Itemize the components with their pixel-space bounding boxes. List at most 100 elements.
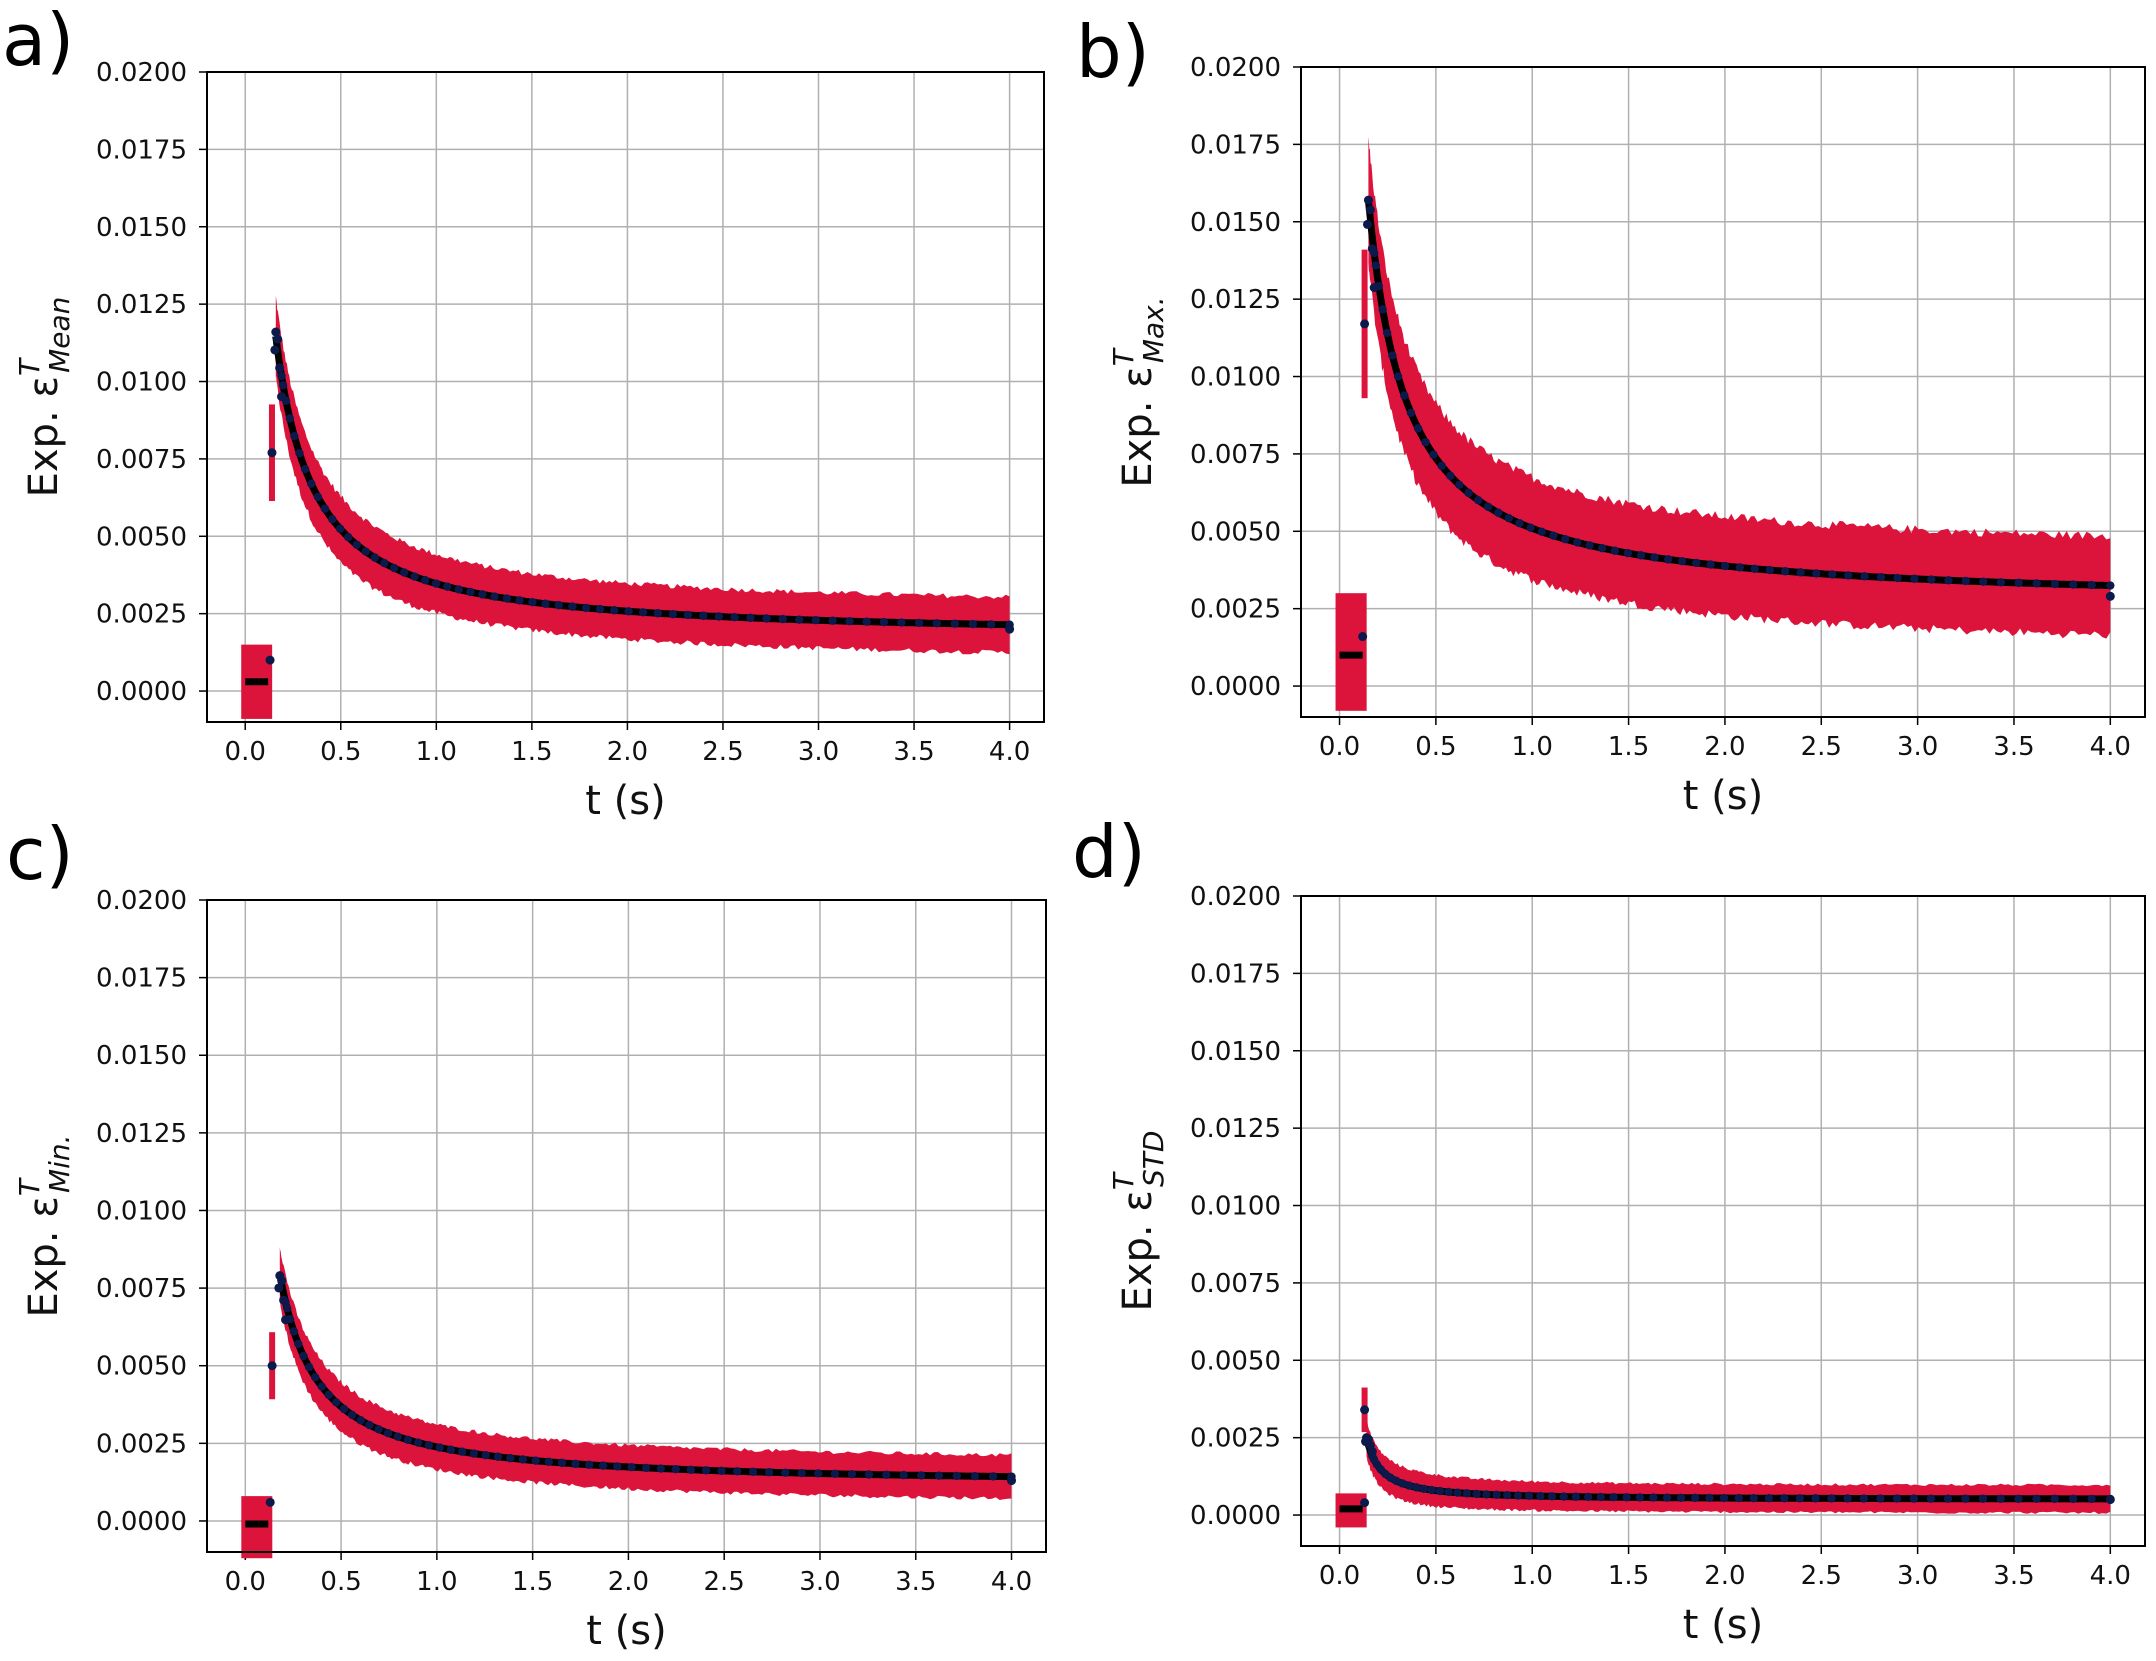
y-tick-label: 0.0025 bbox=[96, 600, 187, 630]
data-point bbox=[1559, 1492, 1568, 1501]
data-point bbox=[393, 1432, 403, 1441]
data-point bbox=[294, 1339, 303, 1349]
data-point-end bbox=[2105, 1495, 2115, 1505]
data-point bbox=[714, 612, 724, 621]
chart-panel-1: 0.0 0.5 1.0 1.5 2.0 2.5 3.0 3.5 4.0 0.0000 0.0025 0… bbox=[13, 58, 1045, 824]
x-tick-label: 0.5 bbox=[1415, 1561, 1456, 1591]
data-point bbox=[299, 1351, 308, 1361]
y-tick-label: 0.0200 bbox=[1190, 53, 1281, 83]
data-point bbox=[304, 1362, 314, 1372]
data-point bbox=[1383, 328, 1392, 338]
y-tick-label: 0.0150 bbox=[96, 1041, 187, 1071]
data-point-end bbox=[1005, 624, 1015, 634]
data-point bbox=[1583, 1492, 1593, 1502]
y-axis-label: Exp. εTMean bbox=[13, 297, 76, 498]
data-point bbox=[2014, 1494, 2023, 1503]
data-point bbox=[267, 1361, 277, 1371]
x-tick-label: 0.0 bbox=[225, 737, 266, 767]
data-point bbox=[1547, 1492, 1557, 1501]
x-tick-label: 2.0 bbox=[1704, 732, 1745, 762]
data-point bbox=[300, 464, 310, 474]
data-point bbox=[1662, 1493, 1672, 1502]
error-band-decay bbox=[1368, 136, 2111, 639]
x-tick-label: 1.5 bbox=[1608, 1561, 1649, 1591]
data-point bbox=[897, 618, 906, 627]
data-point bbox=[1876, 1494, 1885, 1503]
data-point bbox=[2068, 1494, 2078, 1504]
data-point bbox=[1371, 261, 1381, 270]
data-point bbox=[356, 1416, 365, 1425]
data-point bbox=[1537, 527, 1547, 537]
data-point bbox=[324, 1390, 333, 1400]
y-tick-label: 0.0125 bbox=[1190, 285, 1281, 315]
x-tick-label: 3.0 bbox=[1897, 1561, 1938, 1591]
data-point bbox=[1360, 319, 1370, 329]
data-point bbox=[1472, 1489, 1481, 1499]
data-point bbox=[762, 614, 771, 623]
x-tick-label: 0.5 bbox=[1415, 732, 1456, 762]
data-point bbox=[1446, 471, 1455, 481]
data-point bbox=[273, 334, 283, 344]
data-point bbox=[389, 563, 399, 573]
data-point bbox=[950, 619, 959, 628]
data-point bbox=[914, 618, 924, 628]
data-point bbox=[1979, 577, 1988, 586]
axes-frame bbox=[206, 71, 1045, 723]
data-point bbox=[2087, 580, 2096, 590]
data-point bbox=[1374, 281, 1384, 291]
data-point bbox=[282, 1304, 292, 1313]
data-point bbox=[638, 608, 648, 617]
data-point bbox=[609, 606, 619, 615]
data-point bbox=[1524, 1491, 1534, 1501]
data-point bbox=[1393, 372, 1403, 381]
data-point bbox=[847, 1469, 857, 1479]
y-tick-label: 0.0075 bbox=[96, 445, 187, 475]
data-point bbox=[400, 568, 409, 577]
data-point bbox=[1609, 1493, 1618, 1502]
data-point bbox=[2087, 1494, 2096, 1504]
y-axis-label: Exp. εTMax. bbox=[1107, 296, 1170, 487]
data-point bbox=[1526, 523, 1535, 532]
data-point bbox=[1944, 576, 1953, 585]
data-point bbox=[339, 1404, 349, 1414]
data-point bbox=[683, 610, 693, 620]
x-tick-label: 1.5 bbox=[512, 1567, 553, 1597]
data-point bbox=[882, 1470, 891, 1480]
y-tick-label: 0.0150 bbox=[1190, 1037, 1281, 1067]
data-point bbox=[1943, 1494, 1953, 1503]
data-point bbox=[733, 1467, 742, 1476]
data-point bbox=[265, 1497, 275, 1507]
data-point bbox=[624, 607, 633, 616]
y-tick-label: 0.0075 bbox=[1190, 440, 1281, 470]
data-point bbox=[968, 619, 978, 629]
data-point bbox=[1978, 1494, 1988, 1503]
x-axis-label: t (s) bbox=[1683, 1602, 1763, 1648]
x-tick-label: 3.0 bbox=[1897, 732, 1938, 762]
data-point bbox=[506, 1453, 515, 1463]
data-point bbox=[1664, 555, 1673, 564]
x-tick-label: 1.5 bbox=[511, 737, 552, 767]
data-point bbox=[1764, 1494, 1774, 1503]
x-tick-label: 2.0 bbox=[607, 737, 648, 767]
data-point bbox=[383, 1428, 393, 1438]
data-point bbox=[1360, 1498, 1370, 1508]
y-tick-label: 0.0075 bbox=[1190, 1269, 1281, 1299]
data-point bbox=[1622, 1493, 1631, 1502]
data-point bbox=[1483, 502, 1493, 511]
data-point bbox=[794, 615, 804, 624]
data-point bbox=[490, 592, 499, 601]
data-point bbox=[613, 1462, 622, 1471]
data-point bbox=[531, 1456, 540, 1465]
data-point bbox=[328, 515, 337, 524]
chart-panel-2: 0.0 0.5 1.0 1.5 2.0 2.5 3.0 3.5 4.0 0.0000 0.0025 0… bbox=[1107, 53, 2146, 819]
data-point bbox=[1623, 548, 1633, 558]
x-tick-label: 0.0 bbox=[225, 1567, 266, 1597]
data-point bbox=[267, 448, 277, 458]
data-point bbox=[1413, 424, 1423, 433]
data-point bbox=[864, 1470, 874, 1479]
data-point bbox=[1388, 351, 1397, 360]
data-point bbox=[764, 1468, 774, 1477]
data-point bbox=[1750, 564, 1759, 573]
x-tick-label: 1.0 bbox=[416, 1567, 457, 1597]
data-point bbox=[1676, 1493, 1686, 1502]
